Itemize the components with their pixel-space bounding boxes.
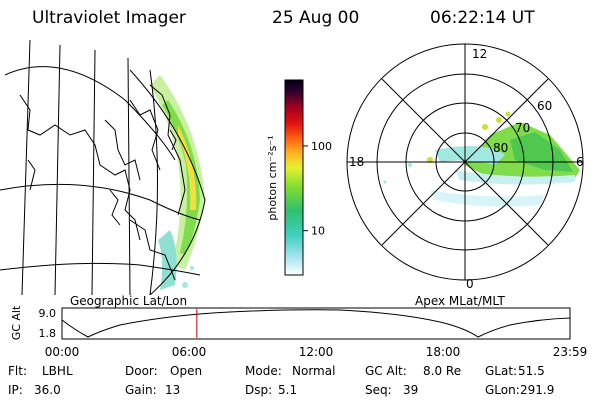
info-label: GLat: bbox=[485, 364, 518, 378]
polar-caption: Apex MLat/MLT bbox=[415, 294, 505, 308]
altitude-curve bbox=[61, 309, 571, 338]
altitude-ytick-max: 9.0 bbox=[39, 307, 57, 320]
earth-limb bbox=[129, 69, 206, 295]
info-value: 51.5 bbox=[518, 364, 545, 378]
info-label: Mode: bbox=[245, 364, 282, 378]
altitude-xtick-label: 23:59 bbox=[553, 345, 588, 359]
polar-plot: 12 18 6 0 60 70 80 bbox=[346, 43, 584, 291]
aurora-emission bbox=[150, 75, 205, 290]
altitude-plot-frame bbox=[61, 307, 571, 340]
mlt-label-left: 18 bbox=[349, 155, 364, 169]
instrument-title: Ultraviolet Imager bbox=[32, 8, 186, 28]
info-label: Dsp: bbox=[245, 383, 273, 397]
info-label: Gain: bbox=[125, 383, 157, 397]
mlt-lines bbox=[347, 44, 583, 280]
color-bar bbox=[284, 79, 304, 276]
color-bar-tick-label: 10 bbox=[311, 225, 325, 238]
altitude-ylabel: GC Alt bbox=[10, 305, 23, 340]
altitude-xtick-label: 06:00 bbox=[172, 345, 207, 359]
info-label: Flt: bbox=[8, 364, 27, 378]
mlat-label-80: 80 bbox=[493, 141, 508, 155]
altitude-timeline: GC Alt 9.0 1.8 00:00 06:00 12:00 18:00 23:59 bbox=[10, 305, 588, 359]
info-label: Door: bbox=[125, 364, 158, 378]
mlat-label-70: 70 bbox=[515, 121, 530, 135]
info-value: 8.0 Re bbox=[423, 364, 462, 378]
color-bar-label: photon cm⁻²s⁻¹ bbox=[266, 135, 279, 220]
info-value: Normal bbox=[292, 364, 336, 378]
color-bar-tick-label: 100 bbox=[311, 140, 332, 153]
polar-aurora-emission bbox=[383, 111, 580, 217]
mlt-label-bottom: 0 bbox=[466, 277, 474, 291]
info-label: Seq: bbox=[365, 383, 392, 397]
mlat-label-60: 60 bbox=[537, 99, 552, 113]
color-scale: 100 10 photon cm⁻²s⁻¹ bbox=[266, 79, 332, 276]
info-value: 36.0 bbox=[34, 383, 61, 397]
mlt-label-top: 12 bbox=[472, 47, 487, 61]
info-value: LBHL bbox=[42, 364, 73, 378]
mlt-label-right: 6 bbox=[576, 155, 584, 169]
coastlines bbox=[19, 84, 186, 281]
info-value: 13 bbox=[165, 383, 181, 397]
geographic-map bbox=[0, 40, 206, 295]
info-value: Open bbox=[170, 364, 203, 378]
geographic-caption: Geographic Lat/Lon bbox=[70, 294, 188, 308]
info-label: GLon: bbox=[485, 383, 520, 397]
altitude-ytick-min: 1.8 bbox=[39, 327, 57, 340]
time-label: 06:22:14 UT bbox=[430, 8, 535, 28]
altitude-xtick-label: 12:00 bbox=[299, 345, 334, 359]
info-value: 291.9 bbox=[520, 383, 555, 397]
altitude-xticks: 00:00 06:00 12:00 18:00 23:59 bbox=[45, 345, 588, 359]
date-label: 25 Aug 00 bbox=[272, 8, 360, 28]
altitude-xtick-label: 18:00 bbox=[426, 345, 461, 359]
info-value: 39 bbox=[403, 383, 419, 397]
info-value: 5.1 bbox=[278, 383, 298, 397]
info-label: IP: bbox=[8, 383, 23, 397]
color-bar-ticks: 100 10 bbox=[303, 140, 332, 238]
altitude-xtick-label: 00:00 bbox=[45, 345, 80, 359]
info-label: GC Alt: bbox=[365, 364, 407, 378]
